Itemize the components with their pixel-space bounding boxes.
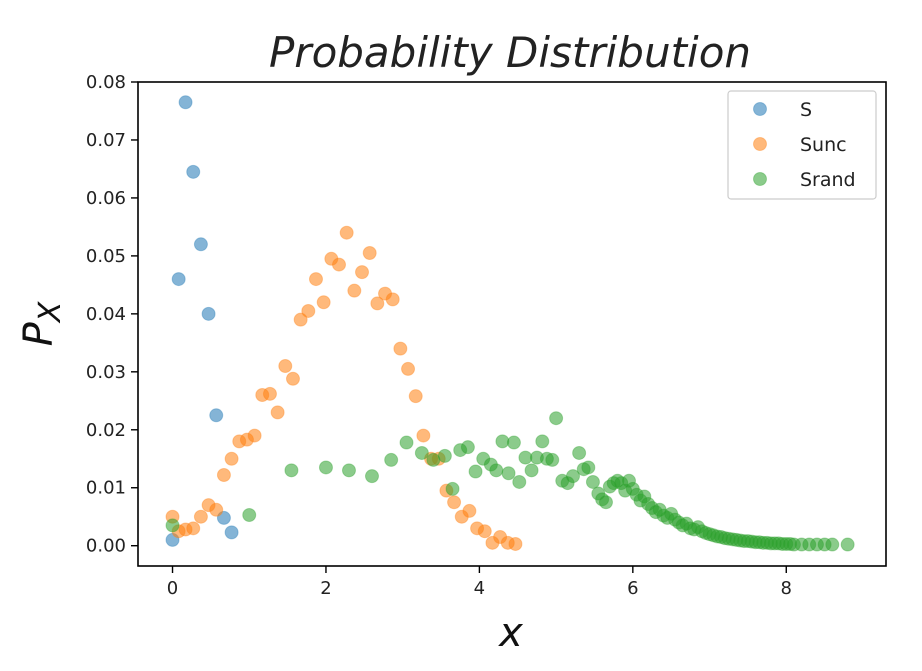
y-tick-label: 0.03 — [86, 362, 126, 383]
y-tick-label: 0.00 — [86, 536, 126, 557]
data-point — [512, 474, 527, 489]
data-point — [477, 524, 492, 539]
data-point — [437, 448, 452, 463]
legend-marker — [753, 172, 767, 186]
x-tick-label: 0 — [167, 578, 178, 599]
data-point — [408, 389, 423, 404]
data-point — [508, 536, 523, 551]
data-point — [242, 507, 257, 522]
data-point — [301, 303, 316, 318]
x-tick-label: 6 — [627, 578, 638, 599]
data-point — [186, 521, 201, 536]
y-axis-label: PX — [16, 300, 68, 346]
data-point — [364, 469, 379, 484]
data-point — [316, 295, 331, 310]
data-point — [293, 312, 308, 327]
data-point — [224, 525, 239, 540]
x-axis: 0 2 4 6 8 — [167, 566, 792, 599]
scatter-points — [165, 95, 855, 552]
data-point — [447, 495, 462, 510]
data-point — [318, 460, 333, 475]
data-point — [581, 460, 596, 475]
data-point — [285, 371, 300, 386]
y-tick-label: 0.01 — [86, 478, 126, 499]
data-point — [462, 503, 477, 518]
data-point — [460, 440, 475, 455]
data-point — [165, 518, 180, 533]
legend-marker — [753, 102, 767, 116]
legend-marker — [753, 137, 767, 151]
data-point — [201, 306, 216, 321]
data-point — [585, 474, 600, 489]
data-point — [216, 467, 231, 482]
data-point — [209, 408, 224, 423]
y-axis-label-subscript: X — [33, 300, 68, 324]
x-tick-label: 4 — [474, 578, 485, 599]
data-point — [362, 245, 377, 260]
data-point — [216, 510, 231, 525]
data-point — [186, 164, 201, 179]
legend-label: Srand — [800, 169, 856, 191]
series-s — [165, 95, 239, 547]
data-point — [399, 435, 414, 450]
data-point — [308, 272, 323, 287]
data-point — [178, 95, 193, 110]
y-axis-label-main: P — [16, 321, 62, 346]
data-point — [572, 445, 587, 460]
y-axis: 0.00 0.01 0.02 0.03 0.04 0.05 0.06 0.07 0.08 — [86, 72, 138, 557]
data-point — [840, 537, 855, 552]
data-point — [825, 537, 840, 552]
data-point — [393, 341, 408, 356]
data-point — [495, 434, 510, 449]
data-point — [262, 386, 277, 401]
data-point — [506, 435, 521, 450]
data-point — [341, 463, 356, 478]
legend: S Sunc Srand — [727, 90, 877, 200]
data-point — [370, 296, 385, 311]
data-point — [416, 428, 431, 443]
data-point — [339, 225, 354, 240]
data-point — [224, 451, 239, 466]
x-axis-label: x — [497, 610, 523, 656]
data-point — [193, 237, 208, 252]
data-point — [355, 265, 370, 280]
y-tick-label: 0.08 — [86, 72, 126, 93]
data-point — [445, 481, 460, 496]
data-point — [278, 359, 293, 374]
data-point — [489, 463, 504, 478]
data-point — [347, 283, 362, 298]
data-point — [332, 257, 347, 272]
y-tick-label: 0.05 — [86, 246, 126, 267]
data-point — [545, 452, 560, 467]
data-point — [171, 272, 186, 287]
data-point — [193, 509, 208, 524]
x-tick-label: 8 — [781, 578, 792, 599]
data-point — [598, 495, 613, 510]
y-tick-label: 0.02 — [86, 420, 126, 441]
data-point — [384, 452, 399, 467]
data-point — [468, 464, 483, 479]
legend-label: S — [800, 99, 812, 121]
legend-box — [727, 90, 877, 200]
y-tick-label: 0.06 — [86, 188, 126, 209]
data-point — [385, 292, 400, 307]
legend-label: Sunc — [800, 134, 847, 156]
data-point — [209, 502, 224, 517]
data-point — [284, 463, 299, 478]
data-point — [270, 405, 285, 420]
data-point — [414, 445, 429, 460]
chart-title: Probability Distribution — [269, 28, 751, 77]
data-point — [401, 361, 416, 376]
x-tick-label: 2 — [320, 578, 331, 599]
data-point — [549, 411, 564, 426]
y-tick-label: 0.07 — [86, 130, 126, 151]
data-point — [524, 463, 539, 478]
y-tick-label: 0.04 — [86, 304, 126, 325]
series-srand — [165, 411, 855, 552]
data-point — [535, 434, 550, 449]
data-point — [501, 466, 516, 481]
data-point — [247, 428, 262, 443]
data-point — [565, 469, 580, 484]
